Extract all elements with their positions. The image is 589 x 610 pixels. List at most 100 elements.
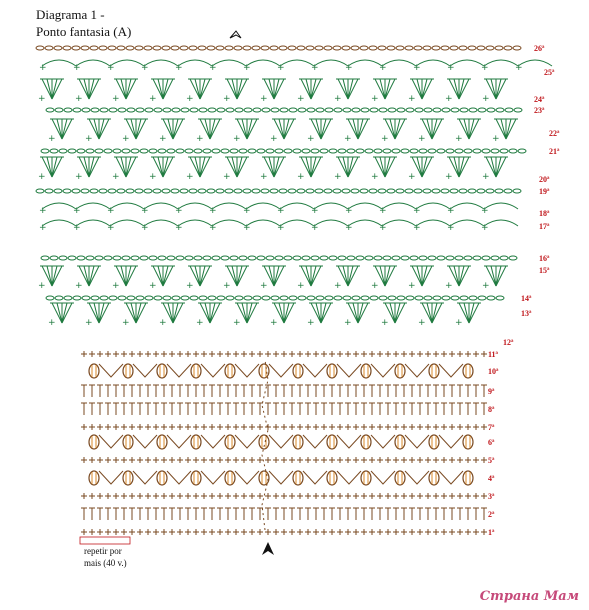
fan-stitch: [421, 156, 428, 178]
sc-mark: +: [141, 206, 149, 216]
chain-stitch: [369, 107, 379, 113]
row-label-12: 12ª: [503, 338, 514, 347]
sc-mark: +: [344, 318, 352, 328]
fan-stitch: [51, 78, 63, 100]
fan-stitch: [263, 156, 275, 178]
chain-stitch: [449, 188, 459, 194]
arch: [41, 59, 77, 67]
fan-stitch: [61, 118, 68, 140]
chain-stitch: [139, 255, 149, 261]
fan-stitch: [130, 302, 137, 324]
arch: [245, 202, 281, 210]
sc-mark: +: [75, 281, 83, 291]
chain-stitch: [413, 188, 423, 194]
fan-stitch: [204, 302, 211, 324]
upper-section-green: + + + + + + + + + + + ++ + + + + + + + + + + + ++ + + + + + + + + + + + + ++…: [35, 45, 553, 328]
sc-mark: +: [447, 206, 455, 216]
chain-stitch: [171, 107, 181, 113]
fan-stitch: [61, 302, 73, 324]
puff-stitch: [394, 470, 406, 486]
arch: [517, 59, 553, 67]
arch: [177, 219, 213, 227]
chain-stitch: [44, 188, 54, 194]
puff-stitch: [224, 434, 236, 450]
chain-stitch: [409, 255, 419, 261]
fan-stitch: [189, 78, 201, 100]
chain-stitch: [413, 45, 423, 51]
fan-stitch: [300, 265, 312, 287]
fan-stitch: [421, 302, 433, 324]
chain-stitch: [188, 45, 198, 51]
chain-v: [438, 434, 464, 449]
fan-stitch: [46, 156, 53, 178]
fan-stitch: [495, 156, 507, 178]
chain-stitch: [125, 45, 135, 51]
fan-stitch: [320, 302, 332, 324]
fan-stitch: [305, 78, 312, 100]
fan-stitch: [231, 265, 238, 287]
chain-stitch: [423, 107, 433, 113]
fan-stitch: [463, 302, 470, 324]
chain-stitch: [216, 107, 226, 113]
chain-stitch: [350, 188, 360, 194]
chain-stitch: [503, 188, 513, 194]
fan-stitch: [431, 118, 443, 140]
fan-stitch: [88, 265, 100, 287]
sc-mark: +: [85, 318, 93, 328]
sc-mark: +: [175, 223, 183, 233]
chain-stitch: [414, 107, 424, 113]
chain-stitch: [476, 188, 486, 194]
puff-stitch: [360, 470, 372, 486]
fan-stitch: [88, 265, 95, 287]
chain-stitch: [512, 45, 522, 51]
chain-stitch: [189, 107, 199, 113]
fan-stitch: [431, 302, 438, 324]
chain-stitch: [485, 45, 495, 51]
chain-stitch: [58, 148, 68, 154]
chain-stitch: [85, 255, 95, 261]
fan-stitch: [194, 156, 201, 178]
fan-stitch: [199, 78, 211, 100]
chain-stitch: [346, 148, 356, 154]
chain-stitch: [234, 107, 244, 113]
row-label-11: 11ª: [488, 350, 499, 359]
chain-stitch: [432, 107, 442, 113]
chain-stitch: [310, 255, 320, 261]
chain-stitch: [283, 255, 293, 261]
chain-stitch: [153, 107, 163, 113]
sc-mark: +: [418, 134, 426, 144]
chain-stitch: [157, 148, 167, 154]
fan-stitch: [209, 302, 216, 324]
arch: [381, 202, 417, 210]
chain-stitch: [207, 295, 217, 301]
chain-stitch: [251, 45, 261, 51]
chain-v: [98, 434, 124, 449]
chain-stitch: [342, 107, 352, 113]
puff-stitch: [258, 434, 270, 450]
chain-v: [438, 470, 464, 485]
chain-stitch: [495, 295, 505, 301]
puff-stitch: [122, 363, 134, 379]
chain-stitch: [234, 295, 244, 301]
chain-stitch: [180, 295, 190, 301]
fan-stitch: [98, 302, 110, 324]
puff-stitch: [462, 363, 474, 379]
puff-stitch: [258, 363, 270, 379]
sc-mark: +: [418, 318, 426, 328]
chain-stitch: [364, 148, 374, 154]
fan-stitch: [500, 118, 507, 140]
chain-stitch: [463, 148, 473, 154]
chain-stitch: [35, 45, 45, 51]
puff-stitch: [224, 363, 236, 379]
row-label-8: 8ª: [488, 405, 495, 414]
chain-stitch: [346, 255, 356, 261]
sc-mark: +: [413, 206, 421, 216]
chain-stitch: [62, 45, 72, 51]
fan-stitch: [194, 265, 201, 287]
fan-stitch: [384, 265, 391, 287]
fan-stitch: [300, 156, 312, 178]
chain-stitch: [414, 295, 424, 301]
fan-stitch: [305, 156, 312, 178]
fan-stitch: [120, 265, 127, 287]
fan-stitch: [310, 156, 317, 178]
